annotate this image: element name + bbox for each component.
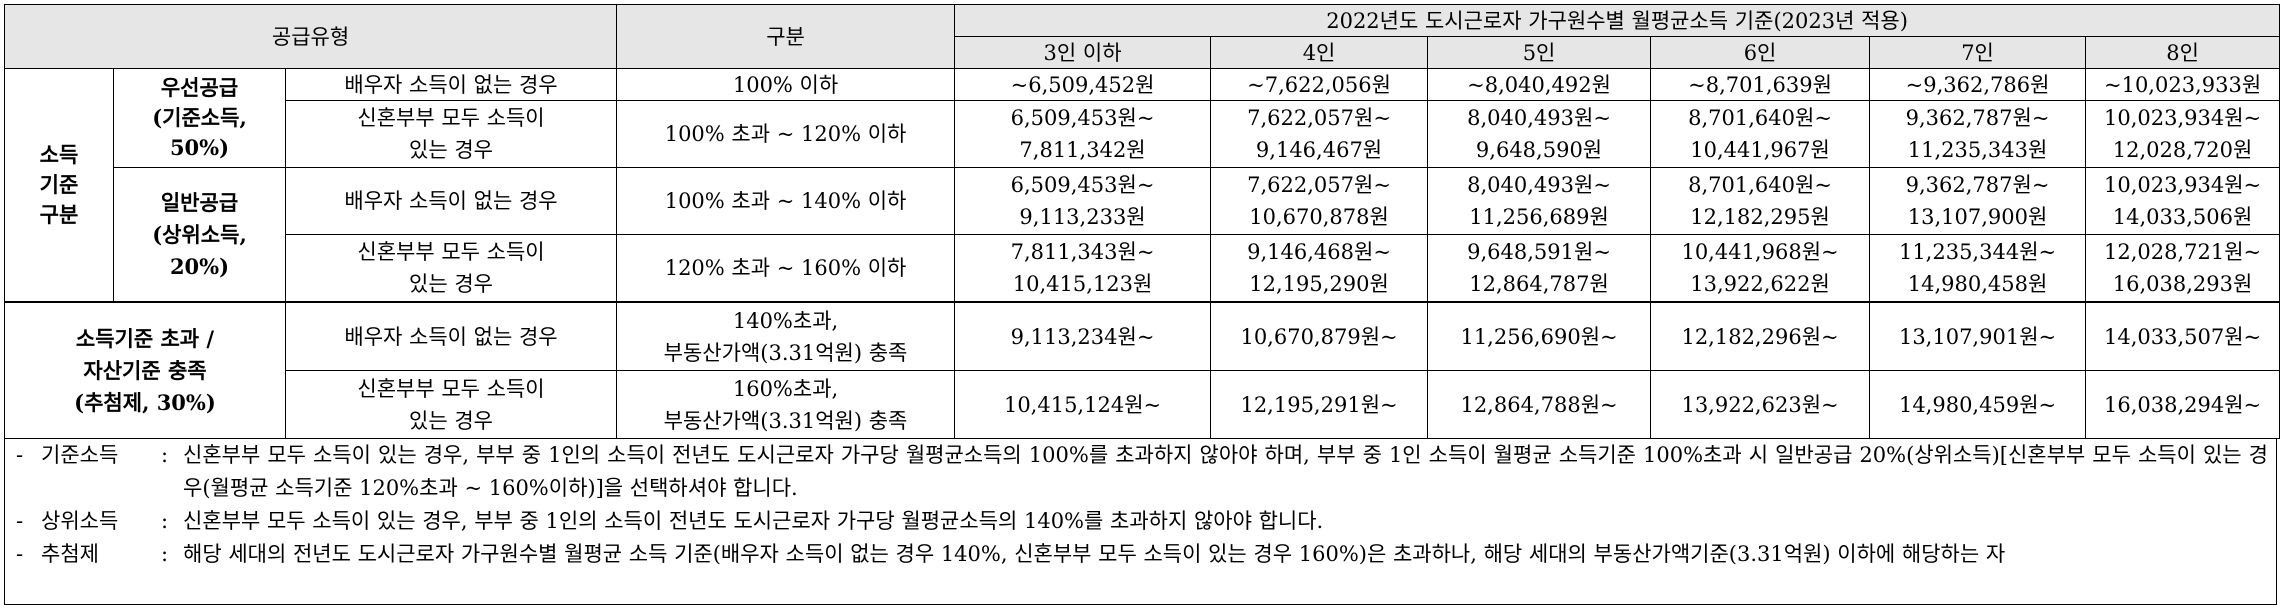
value-cell: 10,415,124원~ bbox=[954, 370, 1212, 439]
table-row: 소득기준 초과 / 자산기준 충족 (추첨제, 30%) 배우자 소득이 없는 … bbox=[4, 301, 2281, 439]
range-cell: 160%초과, 부동산가액(3.31억원) 충족 bbox=[616, 370, 956, 439]
value-cell: 7,622,057원~ 9,146,467원 bbox=[1210, 100, 1429, 168]
value-cell: 12,182,296원~ bbox=[1650, 301, 1871, 371]
income-title-header: 2022년도 도시근로자 가구원수별 월평균소득 기준(2023년 적용) bbox=[954, 4, 2281, 37]
priority-supply-label: 우선공급 (기준소득, 50%) bbox=[113, 68, 286, 168]
value-cell: 9,113,234원~ bbox=[954, 301, 1212, 371]
value-cell: 12,864,788원~ bbox=[1427, 370, 1652, 439]
table-row: 소득 기준 구분 우선공급 (기준소득, 50%) 배우자 소득이 없는 경우 … bbox=[4, 68, 2281, 303]
value-cell: 13,922,623원~ bbox=[1650, 370, 1871, 439]
value-cell: ~8,701,639원 bbox=[1650, 68, 1871, 101]
condition-cell: 배우자 소득이 없는 경우 bbox=[284, 301, 618, 371]
table-row: 신혼부부 모두 소득이 있는 경우 160%초과, 부동산가액(3.31억원) … bbox=[5, 370, 2281, 439]
supply-type-header: 공급유형 bbox=[3, 4, 618, 69]
note-dash: - bbox=[16, 509, 24, 533]
value-cell: 7,622,057원~ 10,670,878원 bbox=[1210, 167, 1429, 235]
value-cell: 8,040,493원~ 9,648,590원 bbox=[1427, 100, 1652, 168]
note-colon: : bbox=[161, 542, 169, 566]
value-cell: 11,235,344원~ 14,980,458원 bbox=[1869, 234, 2087, 303]
value-cell: 11,256,690원~ bbox=[1427, 301, 1652, 371]
range-cell: 100% 초과 ~ 140% 이하 bbox=[616, 167, 956, 235]
value-cell: 9,362,787원~ 13,107,900원 bbox=[1869, 167, 2087, 235]
note-key: 추첨제 bbox=[41, 542, 99, 566]
condition-cell: 신혼부부 모두 소득이 있는 경우 bbox=[284, 370, 618, 439]
note-dash: - bbox=[16, 542, 24, 566]
table-row: 일반공급 (상위소득, 20%) 배우자 소득이 없는 경우 100% 초과 ~… bbox=[5, 167, 2281, 303]
income-criteria-table: 공급유형 구분 2022년도 도시근로자 가구원수별 월평균소득 기준(2023… bbox=[3, 4, 2281, 439]
household-size-header: 6인 bbox=[1650, 36, 1871, 69]
value-cell: ~10,023,933원 bbox=[2085, 68, 2281, 101]
household-size-header: 8인 bbox=[2085, 36, 2281, 69]
value-cell: 14,033,507원~ bbox=[2085, 301, 2281, 371]
condition-cell: 신혼부부 모두 소득이 있는 경우 bbox=[284, 100, 618, 168]
household-size-header: 7인 bbox=[1869, 36, 2087, 69]
value-cell: 6,509,453원~ 9,113,233원 bbox=[954, 167, 1212, 235]
range-cell: 100% 초과 ~ 120% 이하 bbox=[616, 100, 956, 168]
note-text: 신혼부부 모두 소득이 있는 경우, 부부 중 1인의 소득이 전년도 도시근로… bbox=[183, 443, 2268, 500]
note-income-basis: - 기준소득 : 신혼부부 모두 소득이 있는 경우, 부부 중 1인의 소득이… bbox=[5, 439, 2276, 505]
household-size-header: 3인 이하 bbox=[954, 36, 1212, 69]
note-lottery: - 추첨제 : 해당 세대의 전년도 도시근로자 가구원수별 월평균 소득 기준… bbox=[5, 538, 2276, 571]
income-criteria-document: 공급유형 구분 2022년도 도시근로자 가구원수별 월평균소득 기준(2023… bbox=[3, 4, 2281, 605]
range-cell: 120% 초과 ~ 160% 이하 bbox=[616, 234, 956, 303]
category-header: 구분 bbox=[616, 4, 956, 69]
value-cell: 10,023,934원~ 12,028,720원 bbox=[2085, 100, 2281, 168]
value-cell: 9,146,468원~ 12,195,290원 bbox=[1210, 234, 1429, 303]
condition-cell: 배우자 소득이 없는 경우 bbox=[284, 167, 618, 235]
value-cell: ~8,040,492원 bbox=[1427, 68, 1652, 101]
value-cell: 14,980,459원~ bbox=[1869, 370, 2087, 439]
value-cell: 9,362,787원~ 11,235,343원 bbox=[1869, 100, 2087, 168]
value-cell: 16,038,294원~ bbox=[2085, 370, 2281, 439]
lottery-supply-label: 소득기준 초과 / 자산기준 충족 (추첨제, 30%) bbox=[4, 301, 286, 439]
income-basis-group-label: 소득 기준 구분 bbox=[4, 68, 114, 303]
value-cell: 10,023,934원~ 14,033,506원 bbox=[2085, 167, 2281, 235]
note-dash: - bbox=[16, 443, 24, 467]
value-cell: 7,811,343원~ 10,415,123원 bbox=[954, 234, 1212, 303]
table-row: 신혼부부 모두 소득이 있는 경우 120% 초과 ~ 160% 이하 7,81… bbox=[5, 234, 2281, 303]
header-row-1: 공급유형 구분 2022년도 도시근로자 가구원수별 월평균소득 기준(2023… bbox=[3, 4, 2281, 69]
value-cell: 6,509,453원~ 7,811,342원 bbox=[954, 100, 1212, 168]
table-row: 신혼부부 모두 소득이 있는 경우 100% 초과 ~ 120% 이하 6,50… bbox=[5, 100, 2281, 168]
household-size-header: 5인 bbox=[1427, 36, 1652, 69]
note-text: 신혼부부 모두 소득이 있는 경우, 부부 중 1인의 소득이 전년도 도시근로… bbox=[183, 509, 1324, 533]
value-cell: 8,040,493원~ 11,256,689원 bbox=[1427, 167, 1652, 235]
household-size-header: 4인 bbox=[1210, 36, 1429, 69]
value-cell: ~7,622,056원 bbox=[1210, 68, 1429, 101]
value-cell: 12,028,721원~ 16,038,293원 bbox=[2085, 234, 2281, 303]
value-cell: 13,107,901원~ bbox=[1869, 301, 2087, 371]
note-colon: : bbox=[161, 509, 169, 533]
header-row-2: 3인 이하 4인 5인 6인 7인 8인 bbox=[5, 36, 2281, 69]
note-key: 기준소득 bbox=[41, 443, 119, 467]
condition-cell: 신혼부부 모두 소득이 있는 경우 bbox=[284, 234, 618, 303]
value-cell: 9,648,591원~ 12,864,787원 bbox=[1427, 234, 1652, 303]
range-cell: 100% 이하 bbox=[616, 68, 956, 101]
value-cell: 8,701,640원~ 12,182,295원 bbox=[1650, 167, 1871, 235]
value-cell: 10,670,879원~ bbox=[1210, 301, 1429, 371]
value-cell: 12,195,291원~ bbox=[1210, 370, 1429, 439]
note-colon: : bbox=[161, 443, 169, 467]
general-supply-label: 일반공급 (상위소득, 20%) bbox=[113, 167, 286, 303]
range-cell: 140%초과, 부동산가액(3.31억원) 충족 bbox=[616, 301, 956, 371]
note-text: 해당 세대의 전년도 도시근로자 가구원수별 월평균 소득 기준(배우자 소득이… bbox=[183, 542, 2006, 566]
note-upper-income: - 상위소득 : 신혼부부 모두 소득이 있는 경우, 부부 중 1인의 소득이… bbox=[5, 505, 2276, 538]
value-cell: 8,701,640원~ 10,441,967원 bbox=[1650, 100, 1871, 168]
value-cell: 10,441,968원~ 13,922,622원 bbox=[1650, 234, 1871, 303]
value-cell: ~6,509,452원 bbox=[954, 68, 1212, 101]
notes-section: - 기준소득 : 신혼부부 모두 소득이 있는 경우, 부부 중 1인의 소득이… bbox=[4, 439, 2277, 605]
condition-cell: 배우자 소득이 없는 경우 bbox=[284, 68, 618, 101]
note-key: 상위소득 bbox=[41, 509, 119, 533]
value-cell: ~9,362,786원 bbox=[1869, 68, 2087, 101]
